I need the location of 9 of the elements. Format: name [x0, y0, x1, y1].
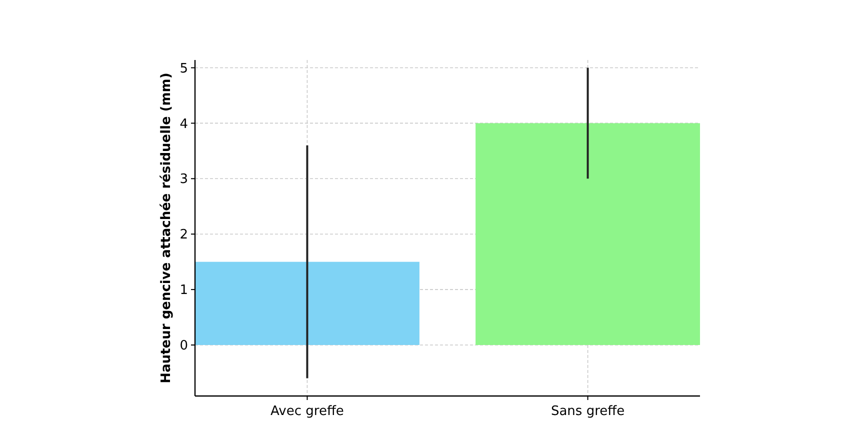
y-tick-label: 0 — [180, 338, 188, 354]
y-axis-title: Hauteur gencive attachée résiduelle (mm) — [159, 72, 174, 384]
y-tick-label: 1 — [180, 283, 188, 298]
x-tick-label: Avec greffe — [270, 404, 344, 419]
y-tick-label: 5 — [180, 61, 188, 76]
y-tick-label: 3 — [180, 172, 188, 188]
x-tick-label: Sans greffe — [550, 404, 625, 419]
y-tick-label: 4 — [180, 116, 188, 132]
y-tick-label: 2 — [180, 228, 188, 243]
